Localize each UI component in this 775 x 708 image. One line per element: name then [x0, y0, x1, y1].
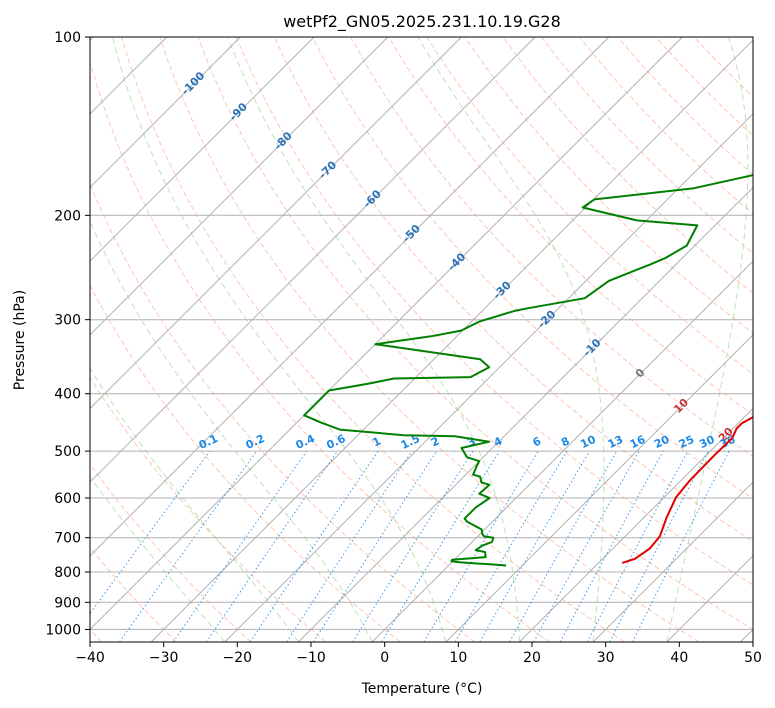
x-tick-label: −40 [75, 650, 105, 666]
x-tick-label: 0 [380, 650, 389, 666]
mixing-ratio-line [249, 450, 379, 642]
x-tick-label: 20 [523, 650, 541, 666]
temperature-profile-line [621, 415, 753, 564]
x-tick-label: −30 [149, 650, 179, 666]
mixing-ratio-label: 25 [677, 433, 696, 451]
y-tick-label: 300 [54, 313, 81, 329]
moist-adiabat [666, 37, 749, 642]
dry-adiabat [90, 376, 327, 642]
moist-adiabat [90, 476, 226, 642]
y-tick-label: 700 [54, 531, 81, 547]
y-axis-label: Pressure (hPa) [12, 290, 28, 390]
dry-adiabat [90, 546, 177, 642]
y-tick-label: 200 [54, 208, 81, 224]
dry-adiabat [90, 60, 551, 642]
mixing-ratio-line [90, 450, 211, 615]
dry-adiabat [197, 37, 753, 630]
mixing-ratio-line [381, 450, 500, 642]
mixing-ratio-line [313, 450, 438, 642]
x-tick-label: −10 [296, 650, 326, 666]
dry-adiabat [159, 37, 700, 642]
moist-adiabat [227, 37, 520, 642]
y-tick-label: 1000 [45, 622, 81, 638]
skewed-isotherm [445, 334, 753, 642]
skewed-isotherm [90, 37, 241, 189]
skewed-isotherm [592, 481, 753, 642]
dry-adiabat [121, 37, 625, 642]
mixing-ratio-line [632, 450, 730, 642]
skewed-isotherm [90, 37, 315, 262]
dry-adiabat [90, 182, 476, 642]
skewed-isotherm [90, 37, 536, 483]
mixing-ratio-line [172, 450, 308, 642]
skewed-isotherm [90, 37, 610, 557]
y-tick-label: 100 [54, 30, 81, 46]
x-axis-label: Temperature (°C) [361, 681, 483, 697]
x-tick-label: −20 [223, 650, 253, 666]
dry-adiabat [426, 37, 753, 375]
mixing-ratio-label: 30 [697, 433, 717, 451]
skewed-isotherm [90, 37, 462, 410]
mixing-ratio-label: 20 [652, 433, 672, 451]
mixing-ratio-line [119, 450, 258, 642]
skewed-isotherm [519, 407, 753, 642]
y-tick-label: 500 [54, 444, 81, 460]
plot-frame [89, 36, 754, 643]
mixing-ratio-label: 16 [628, 433, 648, 451]
mixing-ratio-line [559, 450, 664, 642]
skewed-isotherm [90, 37, 389, 336]
mixing-ratio-line [286, 450, 413, 642]
dry-adiabat [235, 37, 753, 586]
x-tick-label: 50 [744, 650, 762, 666]
moist-adiabat [417, 37, 605, 642]
mixing-ratio-line [533, 450, 640, 642]
skewed-isotherm [90, 37, 683, 631]
skewed-isotherm [224, 113, 753, 642]
x-tick-label: 10 [449, 650, 467, 666]
mixing-ratio-line [205, 450, 338, 642]
y-tick-label: 900 [54, 595, 81, 611]
dry-adiabat [502, 37, 753, 294]
dry-adiabat [311, 37, 753, 500]
skewed-isotherm [150, 39, 753, 642]
y-tick-label: 400 [54, 387, 81, 403]
dry-adiabat [388, 37, 753, 416]
mixing-ratio-line [352, 450, 474, 642]
mixing-ratio-label: 10 [578, 433, 598, 451]
x-tick-label: 40 [670, 650, 688, 666]
mixing-ratio-line [509, 450, 618, 642]
chart-title: wetPf2_GN05.2025.231.10.19.G28 [283, 12, 561, 32]
y-tick-label: 600 [54, 491, 81, 507]
y-tick-label: 800 [54, 565, 81, 581]
dewpoint-profile-line [303, 174, 753, 567]
moist-adiabat [112, 37, 447, 642]
x-tick-label: 30 [597, 650, 615, 666]
mixing-ratio-label: 13 [606, 433, 625, 451]
skewed-isotherm [298, 186, 753, 642]
dry-adiabat [90, 463, 252, 642]
moist-adiabat [90, 220, 373, 642]
skewed-isotherm [371, 260, 753, 642]
